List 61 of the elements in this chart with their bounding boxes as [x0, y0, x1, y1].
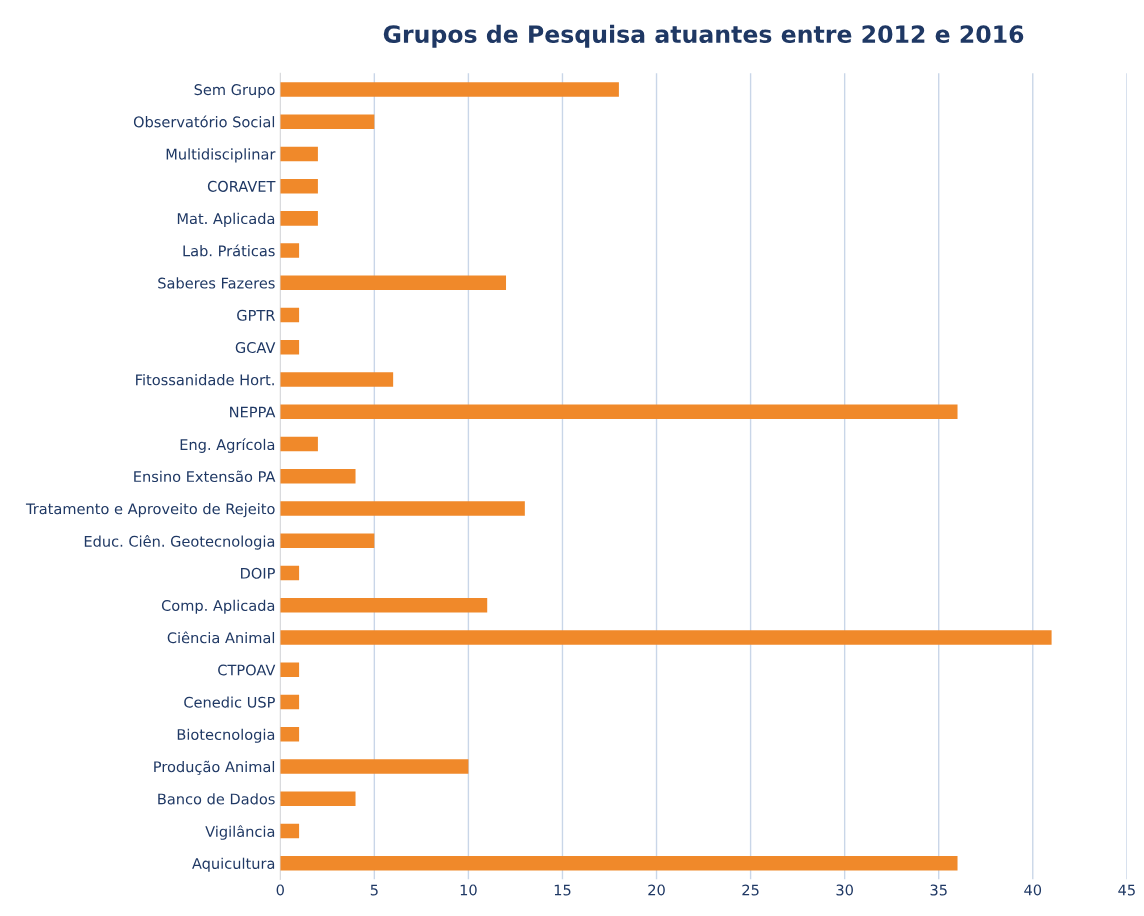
x-tick-label: 30 [836, 884, 853, 896]
y-tick-label: Tratamento e Aproveito de Rejeito [25, 503, 275, 518]
bar [280, 275, 507, 291]
bar [280, 340, 300, 355]
bar [280, 694, 300, 710]
y-tick-label: Aquicultura [192, 857, 275, 872]
y-tick-label: Vigilância [205, 825, 275, 840]
y-tick-label: Lab. Práticas [183, 244, 275, 257]
y-tick-label: Biotecnologia [177, 728, 275, 743]
y-tick-label: Ensino Extensão PA [134, 470, 276, 483]
bar [280, 823, 300, 839]
x-tick-label: 40 [1024, 884, 1042, 896]
y-tick-label: Banco de Dados [158, 793, 275, 805]
bar [280, 791, 356, 807]
y-tick-label: Eng. Agrícola [180, 438, 275, 453]
bar [280, 727, 300, 742]
y-tick-label: Saberes Fazeres [158, 277, 275, 289]
x-tick-label: 45 [1118, 884, 1135, 896]
y-tick-label: Produção Animal [154, 760, 275, 775]
y-tick-label: Multidisciplinar [166, 148, 276, 163]
y-tick-label: Fitossanidade Hort. [136, 374, 274, 386]
bar [280, 211, 318, 226]
bar [280, 372, 394, 387]
bar [280, 436, 318, 452]
bar [280, 82, 619, 97]
y-tick-label: DOIP [241, 567, 275, 579]
y-tick-label: GPTR [237, 309, 275, 321]
y-tick-label: Ciência Animal [167, 631, 275, 644]
bar [280, 759, 469, 774]
y-tick-label: Observatório Social [133, 115, 275, 128]
bar [280, 307, 300, 323]
bar [280, 662, 300, 678]
y-tick-label: CORAVET [207, 180, 276, 192]
bar [280, 114, 375, 129]
x-tick-label: 25 [742, 884, 759, 896]
y-tick-label: CTPOAV [218, 664, 276, 676]
y-tick-label: Cenedic USP [184, 696, 275, 708]
bar [280, 598, 488, 613]
bar [280, 565, 300, 581]
y-tick-label: Comp. Aplicada [161, 599, 275, 614]
y-tick-label: Mat. Aplicada [177, 212, 275, 227]
x-tick-label: 5 [370, 884, 378, 896]
bar [280, 533, 375, 549]
x-tick-label: 35 [930, 884, 947, 896]
bar [280, 855, 958, 871]
x-tick-label: 15 [554, 884, 571, 896]
bar [280, 630, 1052, 645]
y-tick-label: NEPPA [230, 406, 276, 418]
chart-title: Grupos de Pesquisa atuantes entre 2012 e 2016 [383, 24, 1024, 48]
bar [280, 146, 318, 162]
bar [280, 469, 356, 484]
x-tick-label: 20 [648, 884, 665, 896]
bar [280, 178, 318, 194]
bar [280, 243, 300, 258]
y-tick-label: Educ. Ciên. Geotecnologia [84, 534, 275, 550]
y-tick-label: Sem Grupo [194, 84, 275, 98]
bar [280, 501, 525, 516]
x-tick-label: 10 [460, 884, 477, 896]
bar [280, 404, 958, 420]
x-tick-label: 0 [276, 884, 284, 896]
y-tick-label: GCAV [235, 342, 276, 354]
